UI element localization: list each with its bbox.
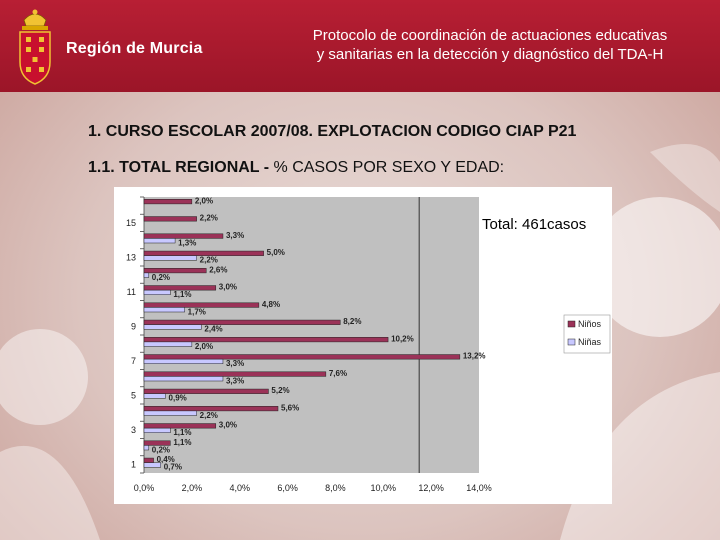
x-tick-label: 2,0% (182, 483, 203, 493)
y-tick-label: 3 (131, 425, 136, 435)
y-tick-label: 13 (126, 252, 136, 262)
data-label-ninos: 5,2% (271, 386, 289, 395)
data-label-ninos: 3,3% (226, 231, 244, 240)
data-label-ninas: 2,2% (200, 411, 218, 420)
bar-ninos (143, 199, 193, 205)
bar-ninas (143, 341, 193, 347)
bar-ninos (143, 388, 269, 394)
header-title-line2: y sanitarias en la detección y diagnósti… (316, 46, 664, 63)
legend-swatch (567, 338, 576, 346)
data-label-ninos: 10,2% (391, 334, 414, 343)
data-label-ninas: 0,9% (169, 394, 187, 403)
bar-chart: 151311975312,0%2,2%3,3%1,3%5,0%2,2%2,6%0… (126, 196, 611, 493)
section-heading: 1. CURSO ESCOLAR 2007/08. EXPLOTACION CO… (88, 123, 577, 140)
legend-swatch (567, 320, 576, 328)
x-tick-label: 6,0% (277, 483, 298, 493)
legend-label: Niñas (578, 337, 602, 347)
bar-ninos (143, 440, 171, 446)
data-label-ninos: 4,8% (262, 300, 280, 309)
data-label-ninos: 5,6% (281, 403, 299, 412)
header-title-line1: Protocolo de coordinación de actuaciones… (312, 27, 668, 44)
bar-ninos (143, 233, 224, 239)
bar-ninas (143, 427, 171, 433)
data-label-ninas: 1,1% (173, 290, 191, 299)
bar-ninos (143, 216, 197, 222)
data-label-ninos: 5,0% (267, 248, 285, 257)
chart-heading-rest: % CASOS POR SEXO Y EDAD: (273, 159, 505, 176)
bar-ninos (143, 319, 341, 325)
data-label-ninas: 2,2% (200, 256, 218, 265)
data-label-ninas: 0,7% (164, 463, 182, 472)
bar-ninas (143, 324, 202, 330)
y-tick-label: 11 (127, 287, 136, 297)
chart-container: 15 13 11 9 7 5 3 1 2,0% 2,2% 3,3% 1,3% 5,0% 2,2% 2,6% 0… (114, 187, 612, 504)
bar-ninas (143, 358, 224, 364)
bar-ninas (143, 393, 166, 399)
crest-icon (19, 9, 51, 85)
y-tick-label: 7 (131, 356, 136, 366)
total-annotation: Total: 461casos (482, 216, 586, 233)
x-tick-label: 0,0% (134, 483, 155, 493)
bar-ninas (143, 445, 150, 451)
bar-ninos (143, 371, 327, 377)
bar-ninas (143, 255, 197, 261)
legend-label: Niños (578, 319, 602, 329)
bar-ninos (143, 285, 217, 291)
data-label-ninos: 1,1% (173, 438, 191, 447)
bar-ninos (143, 302, 260, 308)
y-tick-label: 5 (131, 390, 136, 400)
region-logo: Región de Murcia (10, 6, 210, 86)
data-label-ninas: 1,7% (188, 307, 206, 316)
bar-ninas (143, 410, 197, 416)
data-label-ninas: 2,0% (195, 342, 213, 351)
data-label-ninos: 2,2% (200, 214, 218, 223)
bar-ninos (143, 268, 207, 274)
chart-heading: 1.1. TOTAL REGIONAL - % CASOS POR SEXO Y… (88, 159, 504, 177)
bar-ninos (143, 406, 279, 412)
bar-ninos (143, 354, 461, 360)
bar-ninos (143, 423, 217, 429)
header-banner: Región de Murcia Protocolo de coordinaci… (0, 0, 720, 92)
data-label-ninas: 2,4% (204, 325, 222, 334)
data-label-ninos: 7,6% (329, 369, 347, 378)
bar-ninas (143, 462, 161, 468)
y-tick-label: 15 (126, 218, 136, 228)
data-label-ninos: 3,0% (219, 421, 237, 430)
bar-ninos (143, 337, 389, 343)
bar-ninas (143, 238, 176, 244)
data-label-ninas: 0,2% (152, 273, 170, 282)
bar-ninas (143, 376, 224, 382)
data-label-ninas: 1,1% (173, 428, 191, 437)
x-tick-label: 4,0% (229, 483, 250, 493)
x-tick-label: 10,0% (371, 483, 397, 493)
bar-ninas (143, 307, 185, 313)
data-label-ninos: 8,2% (343, 317, 361, 326)
y-tick-label: 9 (131, 321, 136, 331)
bar-ninas (143, 289, 171, 296)
data-label-ninos: 2,6% (209, 265, 227, 274)
data-label-ninos: 13,2% (463, 352, 486, 361)
bar-ninas (143, 272, 150, 278)
data-label-ninas: 3,3% (226, 359, 244, 368)
x-tick-label: 12,0% (418, 483, 444, 493)
x-tick-label: 14,0% (466, 483, 492, 493)
chart-heading-bold: 1.1. TOTAL REGIONAL - (88, 159, 274, 176)
bar-ninos (143, 250, 264, 256)
bar-ninos (143, 457, 154, 463)
data-label-ninos: 2,0% (195, 196, 213, 205)
data-label-ninos: 3,0% (219, 283, 237, 292)
data-label-ninas: 0,2% (152, 445, 170, 454)
data-label-ninas: 3,3% (226, 376, 244, 385)
data-label-ninas: 1,3% (178, 238, 196, 247)
data-label-ninos: 0,4% (157, 455, 175, 464)
header-title: Protocolo de coordinación de actuaciones… (270, 26, 710, 64)
x-tick-label: 8,0% (325, 483, 346, 493)
y-tick-label: 1 (131, 459, 136, 469)
brand-name: Región de Murcia (66, 40, 203, 57)
